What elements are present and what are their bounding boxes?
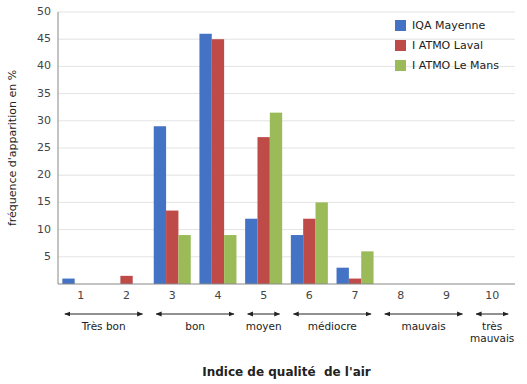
- x-axis-title: Indice de qualité de l'air: [202, 365, 371, 379]
- y-ticks: 5 10 15 20 25 30 35 40 45 50: [37, 5, 51, 263]
- x-tick-label: 9: [443, 289, 450, 302]
- category-label: mauvais: [401, 320, 445, 332]
- y-tick-label: 45: [37, 32, 51, 45]
- legend-label: IQA Mayenne: [412, 19, 485, 32]
- grid-line: [58, 175, 515, 176]
- x-axis-line: [58, 284, 515, 285]
- x-ticks: 1 2 3 4 5 6 7 8 9 10: [77, 289, 499, 302]
- x-tick-label: 5: [260, 289, 267, 302]
- bar: [120, 276, 132, 284]
- category-arrow: [248, 314, 280, 315]
- grid-line: [58, 120, 515, 121]
- category-arrow: [293, 314, 371, 315]
- grid-line: [58, 229, 515, 230]
- y-tick-label: 35: [37, 87, 51, 100]
- x-tick-label: 6: [306, 289, 313, 302]
- bar: [166, 211, 178, 284]
- y-tick-label: 20: [37, 168, 51, 181]
- y-axis-title: fréquence d'apparition en %: [6, 70, 19, 226]
- category-label: Très bon: [81, 320, 126, 332]
- y-tick-label: 40: [37, 59, 51, 72]
- bar: [303, 219, 315, 284]
- grid-line: [58, 93, 515, 94]
- bar: [270, 113, 282, 284]
- y-tick-label: 10: [37, 223, 51, 236]
- legend-label: I ATMO Le Mans: [412, 59, 499, 72]
- bar: [62, 279, 74, 284]
- grid-line: [58, 148, 515, 149]
- y-tick-label: 15: [37, 195, 51, 208]
- y-tick-label: 5: [44, 250, 51, 263]
- category-arrow: [65, 314, 143, 315]
- grid-line: [58, 202, 515, 203]
- bar: [154, 126, 166, 284]
- bar: [316, 202, 328, 284]
- bar: [178, 235, 190, 284]
- bars: [62, 34, 373, 284]
- x-tick-label: 3: [169, 289, 176, 302]
- bar: [224, 235, 236, 284]
- category-label: trèsmauvais: [470, 320, 514, 344]
- bar: [199, 34, 211, 284]
- bar: [257, 137, 269, 284]
- y-tick-label: 25: [37, 141, 51, 154]
- legend-label: I ATMO Laval: [412, 39, 483, 52]
- category-arrow: [156, 314, 234, 315]
- x-tick-label: 8: [397, 289, 404, 302]
- bar: [361, 251, 373, 284]
- category-arrow: [476, 314, 508, 315]
- chart: 510152025303540455012345678910Très bonbo…: [0, 0, 527, 384]
- bar: [291, 235, 303, 284]
- grid: [58, 12, 515, 257]
- y-tick-label: 30: [37, 114, 51, 127]
- y-axis-line: [58, 12, 59, 284]
- x-tick-label: 7: [352, 289, 359, 302]
- grid-line: [58, 256, 515, 257]
- y-tick-label: 50: [37, 5, 51, 18]
- x-tick-label: 4: [214, 289, 221, 302]
- x-tick-label: 1: [77, 289, 84, 302]
- legend-swatch: [395, 20, 406, 31]
- category-label: bon: [185, 320, 205, 332]
- category-groups: Très bon bon moyen médiocre mauvais trèsmauva…: [65, 314, 514, 344]
- bar: [245, 219, 257, 284]
- legend-swatch: [395, 60, 406, 71]
- bar: [349, 279, 361, 284]
- legend: IQA Mayenne I ATMO Laval I ATMO Le Mans: [395, 19, 499, 72]
- x-tick-label: 10: [485, 289, 499, 302]
- category-label: moyen: [246, 320, 282, 332]
- grid-line: [58, 12, 515, 13]
- category-label: médiocre: [308, 320, 357, 332]
- bar: [212, 39, 224, 284]
- legend-swatch: [395, 40, 406, 51]
- category-arrow: [385, 314, 463, 315]
- bar: [337, 268, 349, 284]
- x-tick-label: 2: [123, 289, 130, 302]
